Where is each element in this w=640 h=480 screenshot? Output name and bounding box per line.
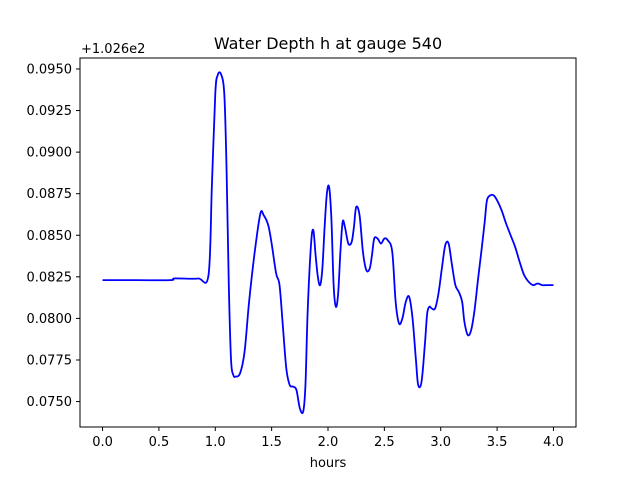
y-tick-label: 0.0775 <box>27 353 73 368</box>
x-tick-label: 2.0 <box>318 435 339 450</box>
y-tick-label: 0.0925 <box>27 104 73 119</box>
x-tick-label: 1.0 <box>205 435 226 450</box>
y-axis-offset-label: +1.026e2 <box>81 42 145 57</box>
plot-area <box>79 57 577 428</box>
x-tick-label: 3.5 <box>487 435 508 450</box>
x-tick-label: 4.0 <box>543 435 564 450</box>
x-tick-label: 3.0 <box>430 435 451 450</box>
y-tick-label: 0.0800 <box>27 312 73 327</box>
y-tick-label: 0.0875 <box>27 187 73 202</box>
y-tick-label: 0.0750 <box>27 395 73 410</box>
x-axis-label: hours <box>310 456 347 471</box>
y-tick-label: 0.0900 <box>27 146 73 161</box>
plot-background <box>80 58 576 427</box>
x-axis: 0.0 0.5 1.0 1.5 2.0 2.5 3.0 3.5 4.0 <box>92 427 564 450</box>
x-tick-label: 2.5 <box>374 435 395 450</box>
y-axis: 0.0750 0.0775 0.0800 0.0825 0.0850 0.0875 0.09… <box>27 62 80 410</box>
x-tick-label: 0.0 <box>92 435 113 450</box>
series-line-0 <box>102 71 554 415</box>
x-tick-label: 0.5 <box>149 435 170 450</box>
y-tick-label: 0.0850 <box>27 229 73 244</box>
x-tick-label: 1.5 <box>261 435 282 450</box>
y-tick-label: 0.0950 <box>27 62 73 77</box>
chart-title: Water Depth h at gauge 540 <box>214 34 442 53</box>
y-tick-label: 0.0825 <box>27 270 73 285</box>
